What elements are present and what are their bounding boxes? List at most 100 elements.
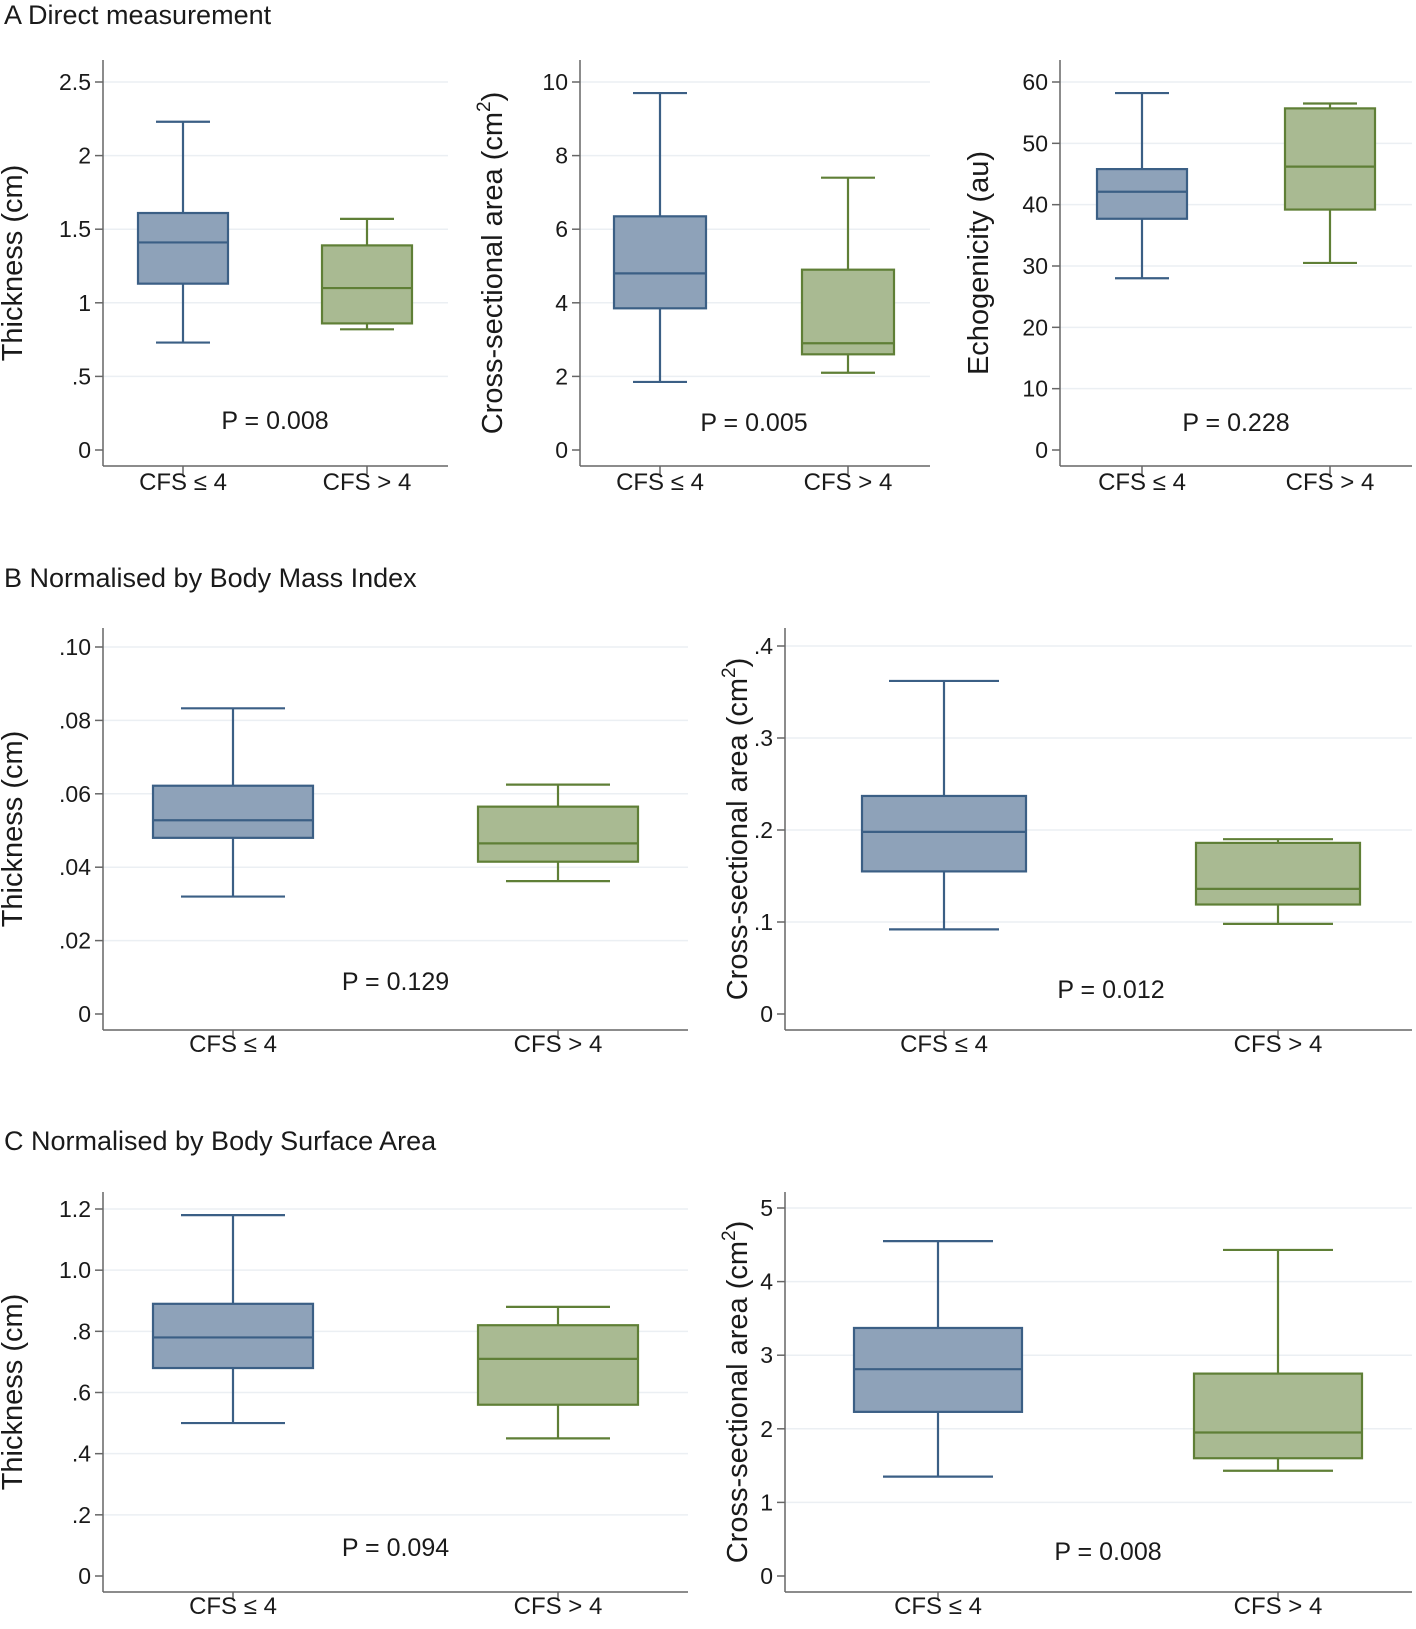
y-tick-label: 0 <box>760 1001 773 1027</box>
y-axis-label-text: Cross-sectional area (cm <box>477 112 509 434</box>
y-axis-label: Thickness (cm) <box>0 1294 29 1491</box>
box-cfs-le-4 <box>1095 91 1189 280</box>
panel-3: 0 10 20 30 40 50 60 CFS ≤ 4 CFS > 4 P = 0.228 Echo… <box>963 60 1412 496</box>
p-value-annotation: P = 0.129 <box>342 968 449 996</box>
p-value-annotation: P = 0.012 <box>1057 976 1164 1004</box>
box-cfs-le-4 <box>612 91 708 384</box>
y-tick-label: 1.2 <box>59 1196 91 1222</box>
iqr-box <box>1283 107 1377 211</box>
y-tick-label: 10 <box>1022 376 1048 402</box>
section-title-a: A Direct measurement <box>4 0 272 30</box>
box-cfs-le-4 <box>136 120 230 344</box>
y-axis-label-text: Thickness (cm) <box>0 165 29 362</box>
box-cfs-le-4 <box>860 679 1028 931</box>
y-tick-label: 2 <box>760 1416 773 1442</box>
x-tick-label: CFS > 4 <box>1286 469 1375 496</box>
y-tick-label: 0 <box>555 437 568 463</box>
y-axis-label-text: Cross-sectional area (cm <box>722 678 754 1000</box>
y-tick-label: 2 <box>78 143 91 169</box>
iqr-box <box>136 211 230 285</box>
iqr-box <box>151 784 315 839</box>
iqr-box <box>320 244 414 325</box>
y-tick-label: 3 <box>760 1342 773 1368</box>
y-axis-label: Cross-sectional area (cm2) <box>719 1221 754 1564</box>
y-tick-label: 20 <box>1022 314 1048 340</box>
iqr-box <box>151 1302 315 1370</box>
y-axis-label: Thickness (cm) <box>0 165 29 362</box>
y-tick-label: .1 <box>754 909 773 935</box>
x-tick-label: CFS ≤ 4 <box>189 1593 277 1620</box>
y-axis-label-tail: ) <box>722 658 754 668</box>
y-tick-label: 50 <box>1022 130 1048 156</box>
box-cfs-gt-4 <box>1192 1248 1364 1472</box>
p-value-annotation: P = 0.005 <box>700 409 807 437</box>
y-tick-label: .2 <box>72 1502 91 1528</box>
y-tick-label: .10 <box>59 634 91 660</box>
y-axis-label-text: Thickness (cm) <box>0 1294 29 1491</box>
p-value-annotation: P = 0.008 <box>221 407 328 435</box>
y-axis-label-text: Echogenicity (au) <box>963 151 995 375</box>
box-cfs-le-4 <box>852 1240 1024 1478</box>
y-axis-label-text: Thickness (cm) <box>0 731 29 928</box>
y-tick-label: 1.5 <box>59 216 91 242</box>
y-tick-label: 0 <box>1035 437 1048 463</box>
box-cfs-gt-4 <box>320 217 414 331</box>
x-tick-label: CFS > 4 <box>323 469 412 496</box>
panel-4: 0 .02 .04 .06 .08 .10 CFS ≤ 4 CFS > 4 P = 0.129 T… <box>0 628 688 1058</box>
y-tick-label: .4 <box>754 633 773 659</box>
box-cfs-le-4 <box>151 707 315 898</box>
x-tick-label: CFS > 4 <box>1234 1031 1323 1058</box>
y-tick-label: 0 <box>78 1001 91 1027</box>
iqr-box <box>476 805 640 863</box>
iqr-box <box>860 794 1028 873</box>
y-axis-label-superscript: 2 <box>474 101 495 112</box>
y-tick-label: .4 <box>72 1441 91 1467</box>
panel-1: 0 .5 1 1.5 2 2.5 CFS ≤ 4 CFS > 4 P = 0.008 Thickn… <box>0 60 448 496</box>
box-cfs-gt-4 <box>800 176 896 374</box>
y-axis-label-tail: ) <box>722 1221 754 1231</box>
y-axis-label-superscript: 2 <box>719 667 740 678</box>
y-tick-label: 5 <box>760 1195 773 1221</box>
box-cfs-le-4 <box>151 1214 315 1425</box>
y-tick-label: 4 <box>555 290 568 316</box>
p-value-annotation: P = 0.228 <box>1182 409 1289 437</box>
y-tick-label: 8 <box>555 143 568 169</box>
y-tick-label: 0 <box>760 1563 773 1589</box>
panel-5: 0 .1 .2 .3 .4 CFS ≤ 4 CFS > 4 P = 0.012 Cross-se… <box>719 628 1412 1058</box>
x-tick-label: CFS ≤ 4 <box>189 1031 277 1058</box>
box-cfs-gt-4 <box>476 783 640 883</box>
y-tick-label: .08 <box>59 707 91 733</box>
panel-7: 0 1 2 3 4 5 CFS ≤ 4 CFS > 4 P = 0.008 Cross-secti… <box>719 1192 1412 1620</box>
y-tick-label: .06 <box>59 781 91 807</box>
y-tick-label: 30 <box>1022 253 1048 279</box>
x-tick-label: CFS > 4 <box>514 1593 603 1620</box>
y-tick-label: .02 <box>59 928 91 954</box>
iqr-box <box>612 215 708 310</box>
y-tick-label: .2 <box>754 817 773 843</box>
y-tick-label: 0 <box>78 437 91 463</box>
y-axis-label: Thickness (cm) <box>0 731 29 928</box>
y-tick-label: .6 <box>72 1380 91 1406</box>
y-axis-label: Echogenicity (au) <box>963 151 995 375</box>
box-cfs-gt-4 <box>1194 838 1362 925</box>
y-tick-label: 10 <box>542 69 568 95</box>
y-tick-label: .3 <box>754 725 773 751</box>
panel-6: 0 .2 .4 .6 .8 1.0 1.2 CFS ≤ 4 CFS > 4 P = 0.094 Th… <box>0 1192 688 1620</box>
y-tick-label: 40 <box>1022 192 1048 218</box>
x-tick-label: CFS ≤ 4 <box>900 1031 988 1058</box>
iqr-box <box>1095 167 1189 220</box>
y-tick-label: 2 <box>555 363 568 389</box>
p-value-annotation: P = 0.094 <box>342 1534 449 1562</box>
y-tick-label: 2.5 <box>59 69 91 95</box>
y-tick-label: 1 <box>78 290 91 316</box>
y-tick-label: .04 <box>59 854 91 880</box>
y-tick-label: 1.0 <box>59 1257 91 1283</box>
x-tick-label: CFS ≤ 4 <box>139 469 227 496</box>
x-tick-label: CFS > 4 <box>804 469 893 496</box>
y-axis-label-text: Cross-sectional area (cm <box>722 1241 754 1563</box>
p-value-annotation: P = 0.008 <box>1054 1538 1161 1566</box>
iqr-box <box>1194 841 1362 906</box>
y-tick-label: 6 <box>555 216 568 242</box>
y-axis-label: Cross-sectional area (cm2) <box>719 658 754 1001</box>
